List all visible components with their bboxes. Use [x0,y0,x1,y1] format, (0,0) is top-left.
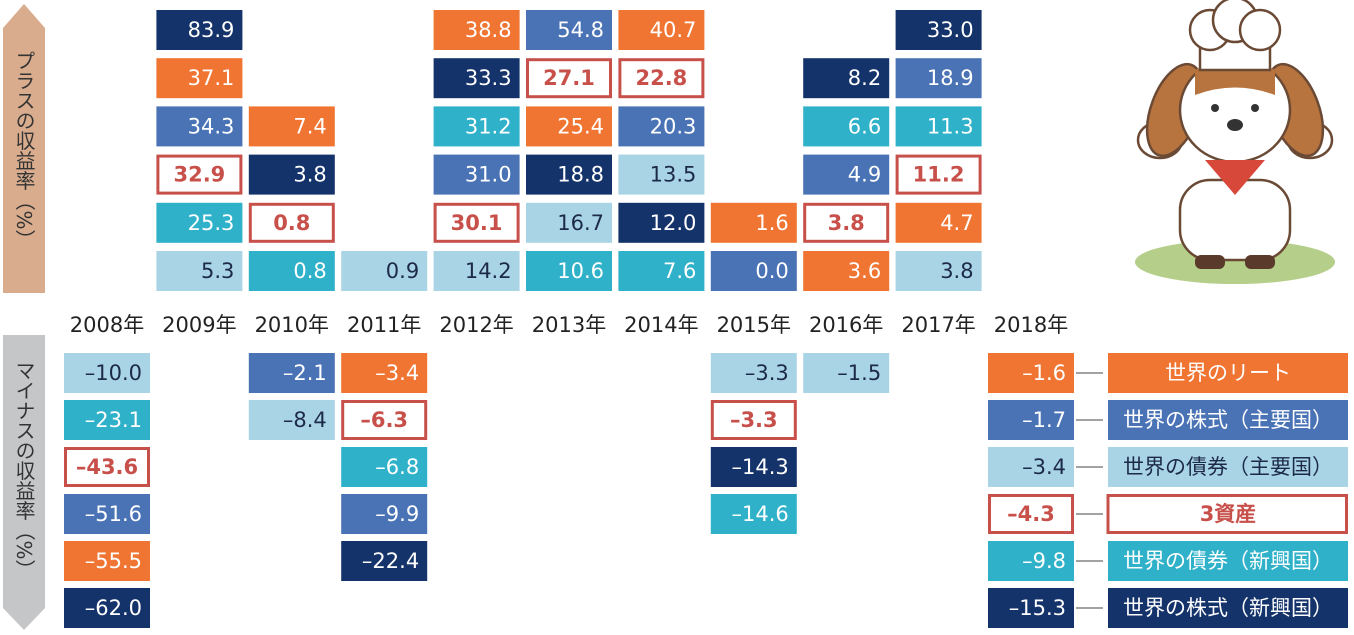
cell-label: 7.6 [663,259,696,283]
cell-label: 31.2 [465,114,512,138]
cell-label: –3.4 [1022,455,1066,479]
cell-label: –1.6 [1022,361,1066,385]
cell-label: 32.9 [173,163,225,187]
year-label: 2010年 [255,313,329,337]
cell-label: 10.6 [557,259,604,283]
cell-label: 22.8 [635,66,687,90]
cell-label: 37.1 [188,66,235,90]
cell-label: –3.3 [745,361,789,385]
cell-label: 83.9 [188,18,235,42]
year-label: 2017年 [901,313,975,337]
cell-label: –22.4 [362,549,419,573]
cell-label: 3.8 [828,211,865,235]
cell-label: 4.7 [940,211,973,235]
cell-label: 8.2 [848,66,881,90]
cell-label: 20.3 [650,114,697,138]
cell-label: 13.5 [650,163,697,187]
cell-label: 4.9 [848,163,881,187]
cell-label: 31.0 [465,163,512,187]
cell-label: –1.7 [1022,408,1066,432]
cell-label: 11.3 [927,114,974,138]
cell-label: 33.0 [927,18,974,42]
cell-label: 18.9 [927,66,974,90]
cell-label: –3.4 [375,361,419,385]
cell-label: –43.6 [76,455,138,479]
cell-label: 54.8 [557,18,604,42]
cell-label: 3.8 [940,259,973,283]
cell-label: 27.1 [543,66,595,90]
cell-label: 40.7 [650,18,697,42]
year-label: 2009年 [162,313,236,337]
year-label: 2013年 [532,313,606,337]
cell-label: 0.8 [293,259,326,283]
cell-label: –3.3 [730,408,778,432]
legend-label: 世界のリート [1165,361,1291,385]
cell-label: 11.2 [913,163,965,187]
cell-label: –10.0 [85,361,142,385]
cell-label: 14.2 [465,259,512,283]
cell-label: –2.1 [283,361,327,385]
chart: プラスの収益率（%） マイナスの収益率（%） 2008年 –55.5 –51.6 –1… [0,0,1354,631]
cell-label: 33.3 [465,66,512,90]
cell-label: 18.8 [557,163,604,187]
year-label: 2014年 [624,313,698,337]
year-label: 2011年 [347,313,421,337]
cell-label: –9.8 [1022,549,1066,573]
cell-label: –55.5 [85,549,142,573]
cell-label: 0.9 [386,259,419,283]
cell-label: 25.3 [188,211,235,235]
cell-label: 6.6 [848,114,881,138]
cell-label: –15.3 [1009,596,1066,620]
legend-label: 世界の債券（主要国） [1123,455,1333,479]
cell-label: 5.3 [201,259,234,283]
cell-label: 7.4 [293,114,326,138]
year-label: 2008年 [70,313,144,337]
cell-label: –14.3 [732,455,789,479]
cell-label: –51.6 [85,502,142,526]
cell-label: –6.3 [360,408,408,432]
year-label: 2015年 [717,313,791,337]
cell-label: 30.1 [451,211,503,235]
cell-label: 1.6 [755,211,788,235]
negative-axis-label: マイナスの収益率（%） [12,360,36,579]
cell-label: 3.8 [293,163,326,187]
legend-label: 3資産 [1200,502,1257,526]
year-label: 2018年 [994,313,1068,337]
cell-label: 0.8 [273,211,310,235]
year-label: 2016年 [809,313,883,337]
legend-label: 世界の債券（新興国） [1123,549,1333,573]
legend-label: 世界の株式（主要国） [1123,408,1333,432]
positive-axis-label: プラスの収益率（%） [12,50,36,249]
cell-label: 12.0 [650,211,697,235]
cell-label: 3.6 [848,259,881,283]
cell-label: 25.4 [557,114,604,138]
cell-label: –23.1 [85,408,142,432]
cell-label: –6.8 [375,455,419,479]
cell-label: –9.9 [375,502,419,526]
cell-label: –8.4 [283,408,327,432]
year-label: 2012年 [439,313,513,337]
cell-label: –1.5 [837,361,881,385]
cell-label: 0.0 [755,259,788,283]
cell-label: 34.3 [188,114,235,138]
cell-label: 16.7 [557,211,604,235]
legend-label: 世界の株式（新興国） [1123,596,1333,620]
cell-label: –14.6 [732,502,789,526]
cell-label: –62.0 [85,596,142,620]
mascot [1135,0,1335,284]
cell-label: 38.8 [465,18,512,42]
cell-label: –4.3 [1007,502,1055,526]
